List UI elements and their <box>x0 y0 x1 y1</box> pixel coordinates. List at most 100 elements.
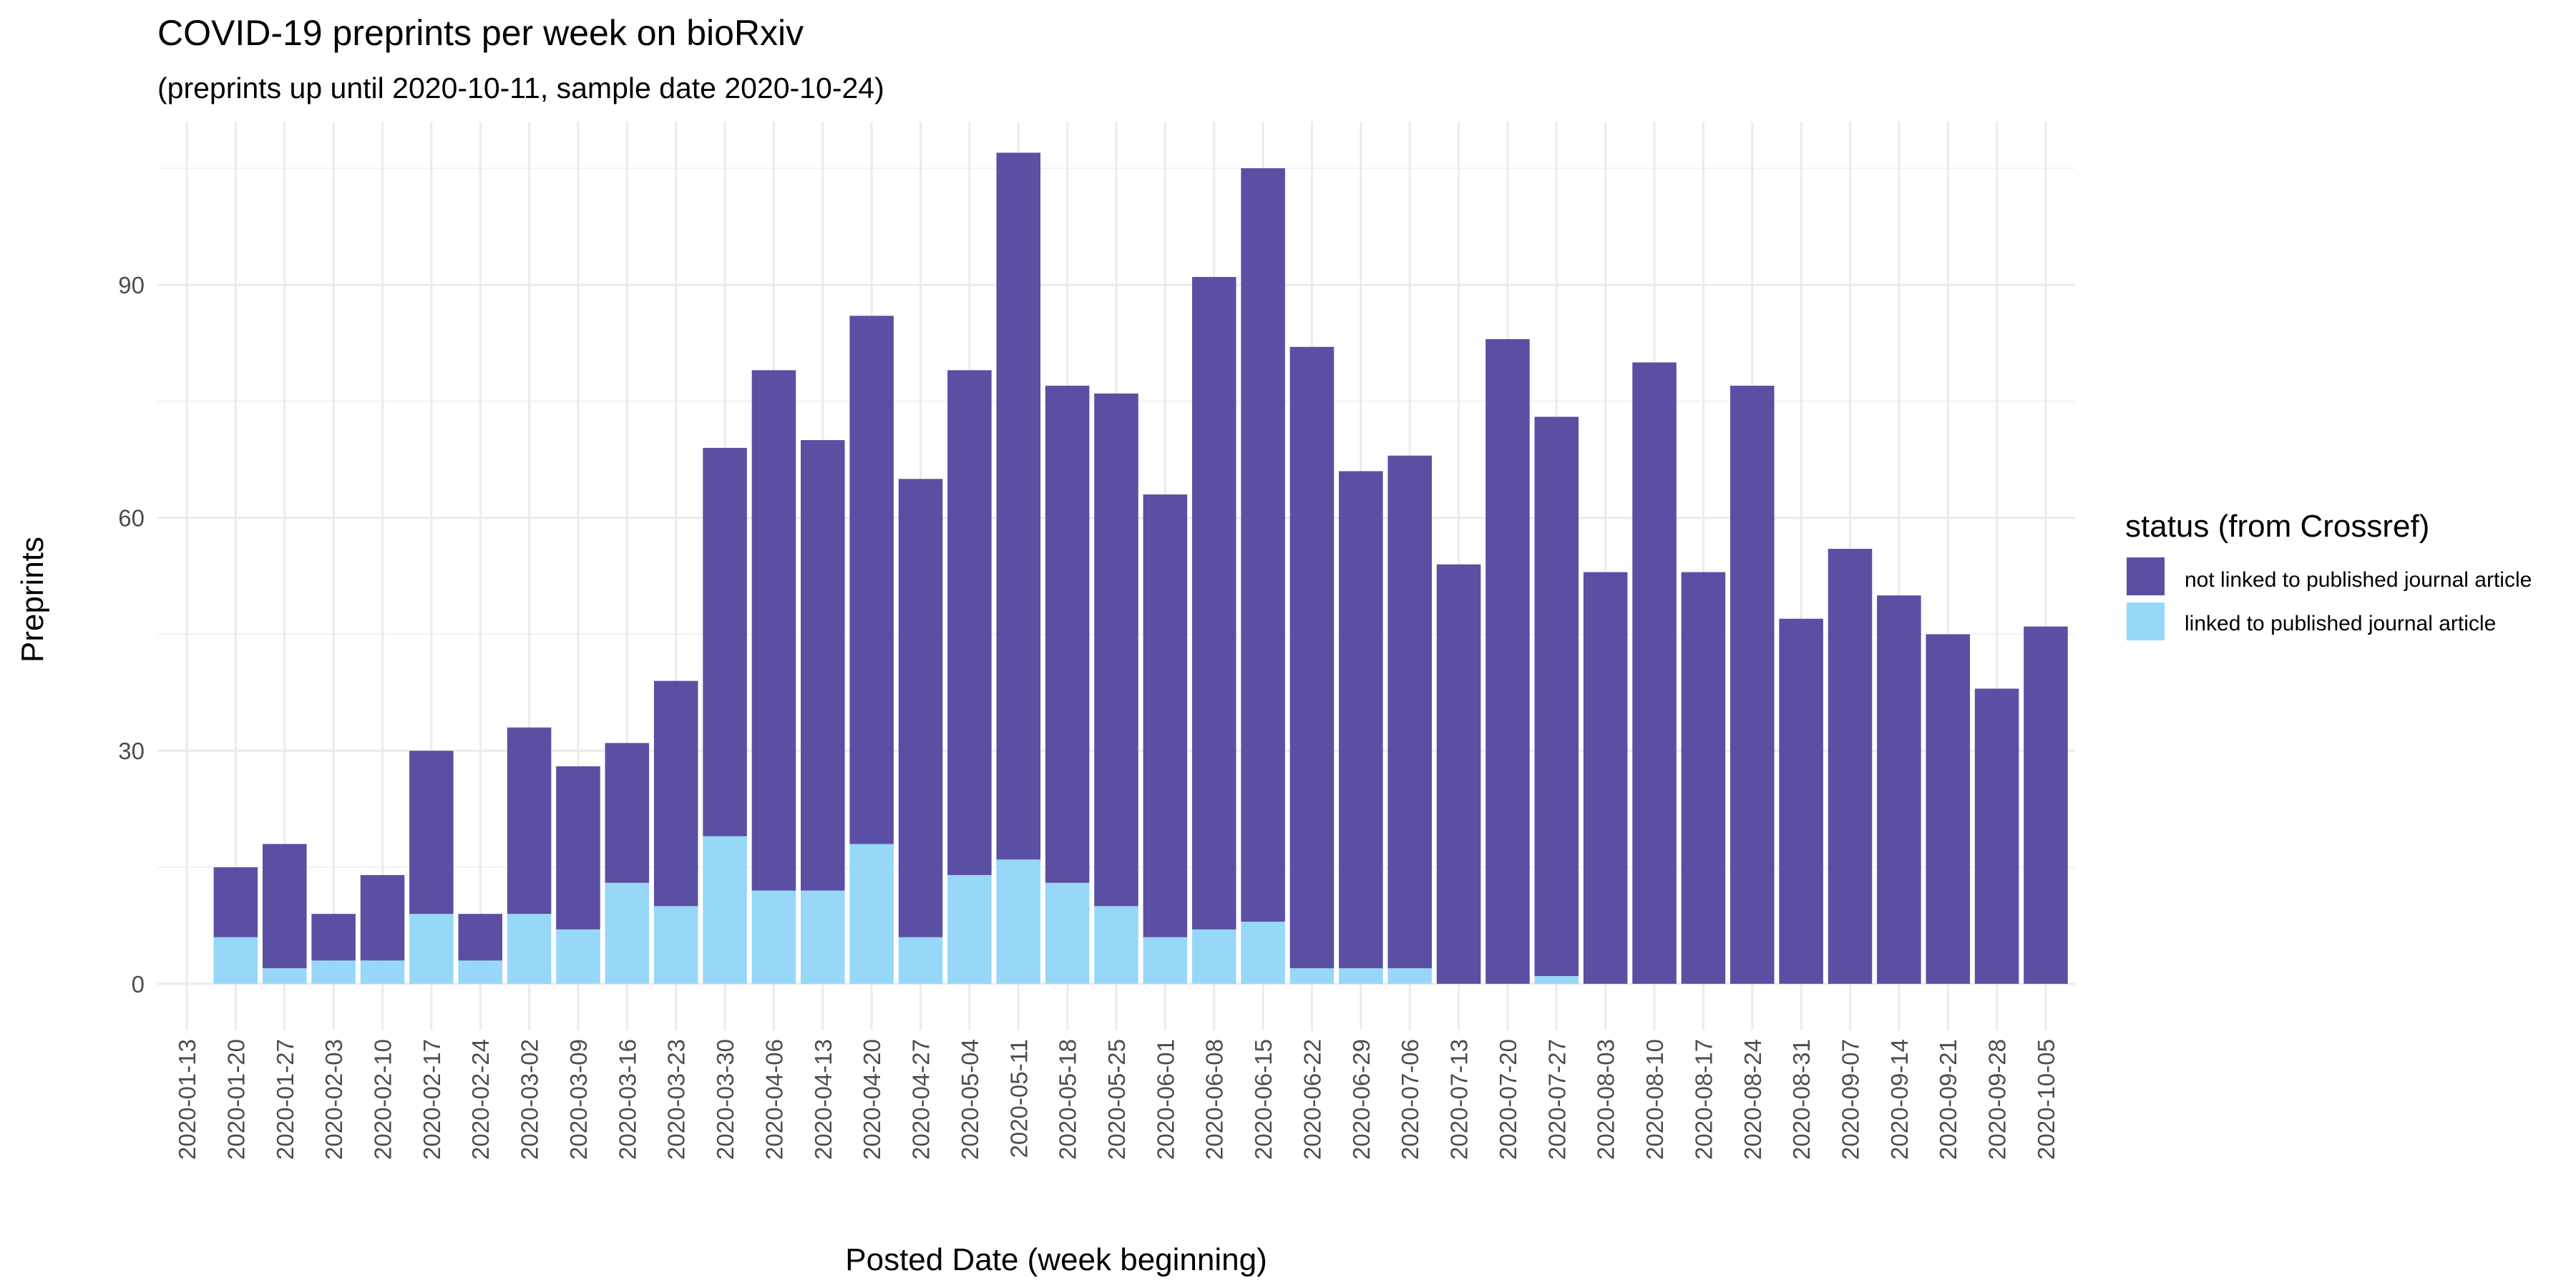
bar-not-linked <box>1583 572 1628 984</box>
bar-not-linked <box>1436 564 1481 984</box>
x-tick-label: 2020-03-23 <box>663 1039 690 1160</box>
x-tick-label: 2020-01-20 <box>223 1039 249 1160</box>
bar-not-linked <box>507 727 552 914</box>
x-tick-label: 2020-10-05 <box>2033 1039 2059 1160</box>
legend-label-not-linked: not linked to published journal article <box>2185 568 2532 592</box>
bar-linked <box>1094 906 1138 984</box>
x-tick-label: 2020-08-10 <box>1641 1039 1668 1160</box>
bar-not-linked <box>947 370 992 875</box>
x-tick-label: 2020-03-30 <box>712 1039 738 1160</box>
x-tick-label: 2020-01-13 <box>174 1039 200 1160</box>
x-tick-label: 2020-07-13 <box>1446 1039 1473 1160</box>
bar-not-linked <box>360 874 405 961</box>
x-tick-label: 2020-02-17 <box>419 1039 445 1160</box>
bar-not-linked <box>1241 168 1285 922</box>
bar-linked <box>1045 882 1090 984</box>
x-tick-label: 2020-06-22 <box>1299 1039 1325 1160</box>
bar-linked <box>1289 968 1335 984</box>
bar-not-linked <box>751 370 796 891</box>
bar-not-linked <box>262 844 307 969</box>
x-tick-label: 2020-08-17 <box>1690 1039 1717 1160</box>
bar-linked <box>262 968 307 984</box>
x-tick-label: 2020-06-01 <box>1152 1039 1179 1160</box>
bar-not-linked <box>2024 626 2068 984</box>
bar-not-linked <box>849 316 894 844</box>
bar-linked <box>311 960 356 984</box>
bar-not-linked <box>996 152 1041 860</box>
x-tick-label: 2020-03-16 <box>614 1039 640 1160</box>
x-axis-ticks: 2020-01-13 2020-01-20 2020-01-27 2020-02-03… <box>174 1039 2059 1160</box>
bar-not-linked <box>1877 595 1921 984</box>
bar-not-linked <box>1534 416 1579 977</box>
bar-not-linked <box>1828 549 1873 984</box>
bar-linked <box>605 882 650 984</box>
x-tick-label: 2020-08-24 <box>1740 1039 1766 1160</box>
bar-not-linked <box>1926 634 1971 984</box>
x-tick-label: 2020-08-31 <box>1788 1039 1815 1160</box>
bar-not-linked <box>1730 386 1775 984</box>
bar-not-linked <box>1289 346 1335 969</box>
bar-linked <box>898 937 943 984</box>
bar-not-linked <box>1681 572 1726 984</box>
x-tick-label: 2020-06-15 <box>1250 1039 1277 1160</box>
bar-not-linked <box>801 440 845 891</box>
y-axis-ticks: 0 30 60 90 <box>118 272 145 997</box>
bar-not-linked <box>1045 386 1090 883</box>
x-tick-label: 2020-04-20 <box>859 1039 885 1160</box>
legend-swatch-not-linked <box>2127 557 2165 595</box>
bar-linked <box>1534 976 1579 984</box>
x-tick-label: 2020-02-10 <box>369 1039 396 1160</box>
x-tick-label: 2020-07-06 <box>1397 1039 1423 1160</box>
bar-linked <box>213 937 258 984</box>
bar-linked <box>360 960 405 984</box>
x-tick-label: 2020-03-09 <box>565 1039 592 1160</box>
bar-not-linked <box>1339 471 1383 969</box>
bar-not-linked <box>1387 455 1432 969</box>
x-tick-label: 2020-03-02 <box>517 1039 543 1160</box>
bar-not-linked <box>1191 277 1236 930</box>
bar-not-linked <box>1143 494 1188 937</box>
bar-linked <box>458 960 502 984</box>
x-tick-label: 2020-09-28 <box>1984 1039 2011 1160</box>
bar-linked <box>1339 968 1383 984</box>
y-tick-label: 30 <box>118 738 145 764</box>
x-tick-label: 2020-01-27 <box>272 1039 298 1160</box>
bar-not-linked <box>458 914 502 961</box>
x-axis-title: Posted Date (week beginning) <box>845 1242 1267 1277</box>
x-tick-label: 2020-09-21 <box>1935 1039 1961 1160</box>
bar-linked <box>507 914 552 984</box>
x-tick-label: 2020-04-27 <box>908 1039 935 1160</box>
bar-not-linked <box>409 751 454 914</box>
legend-item-not-linked: not linked to published journal article <box>2127 557 2532 595</box>
x-tick-label: 2020-08-03 <box>1593 1039 1619 1160</box>
bar-not-linked <box>1094 393 1138 907</box>
bar-not-linked <box>311 914 356 961</box>
bar-linked <box>996 859 1041 984</box>
legend-label-linked: linked to published journal article <box>2185 612 2496 635</box>
x-tick-label: 2020-09-07 <box>1838 1039 1864 1160</box>
x-tick-label: 2020-07-27 <box>1543 1039 1570 1160</box>
bar-not-linked <box>898 479 943 937</box>
legend-item-linked: linked to published journal article <box>2127 602 2496 640</box>
bar-linked <box>1143 937 1188 984</box>
x-tick-label: 2020-07-20 <box>1495 1039 1521 1160</box>
bar-not-linked <box>1779 618 1823 984</box>
x-tick-label: 2020-04-06 <box>761 1039 787 1160</box>
bar-linked <box>801 890 845 984</box>
x-tick-label: 2020-04-13 <box>810 1039 836 1160</box>
x-tick-label: 2020-02-03 <box>321 1039 347 1160</box>
bar-not-linked <box>556 766 600 930</box>
bar-linked <box>703 836 747 984</box>
bar-not-linked <box>1632 362 1677 984</box>
x-tick-label: 2020-05-18 <box>1055 1039 1081 1160</box>
x-tick-label: 2020-05-04 <box>957 1039 983 1160</box>
bar-not-linked <box>1974 688 2019 984</box>
legend-title: status (from Crossref) <box>2125 509 2429 544</box>
x-tick-label: 2020-05-25 <box>1103 1039 1130 1160</box>
bar-linked <box>556 929 600 984</box>
y-tick-label: 60 <box>118 505 145 532</box>
y-tick-label: 90 <box>118 272 145 298</box>
bar-not-linked <box>1485 338 1530 984</box>
y-axis-title: Preprints <box>15 537 50 663</box>
x-tick-label: 2020-09-14 <box>1886 1039 1913 1160</box>
